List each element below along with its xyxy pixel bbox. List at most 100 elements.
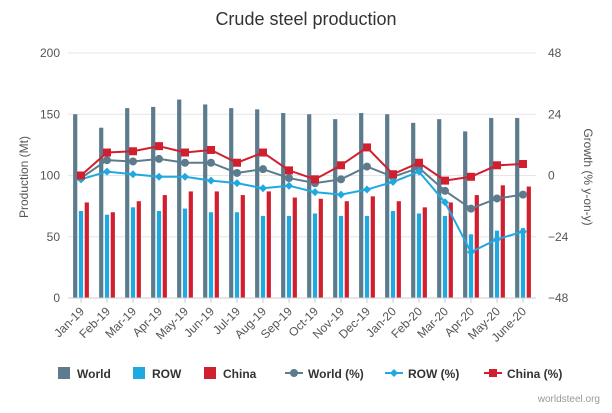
y2-tick-label: −48 bbox=[548, 291, 569, 305]
y-axis-title: Production (Mt) bbox=[17, 136, 31, 218]
point-world-pct bbox=[285, 174, 293, 183]
bar-world bbox=[385, 114, 390, 298]
bar-world bbox=[359, 113, 364, 299]
bar-row bbox=[338, 215, 344, 298]
bar-china bbox=[526, 186, 531, 298]
point-world-pct bbox=[207, 158, 215, 167]
line-china-pct bbox=[80, 145, 524, 182]
y2-tick-label: −24 bbox=[548, 230, 569, 244]
bar-world bbox=[411, 122, 416, 298]
lines-layer bbox=[77, 142, 527, 257]
legend-item-china-pct[interactable]: China (%) bbox=[484, 367, 562, 381]
bar-row bbox=[442, 215, 448, 298]
bar-china bbox=[448, 202, 453, 298]
bar-row bbox=[130, 207, 136, 298]
bar-china bbox=[84, 202, 89, 298]
bar-world bbox=[177, 99, 182, 298]
point-world-pct bbox=[363, 162, 371, 171]
bar-row bbox=[208, 212, 214, 298]
legend-item-world-pct[interactable]: World (%) bbox=[285, 367, 364, 381]
legend-item-row[interactable]: ROW bbox=[133, 367, 182, 381]
point-world-pct bbox=[181, 158, 189, 167]
bar-row bbox=[494, 230, 500, 298]
point-china-pct bbox=[129, 147, 137, 156]
bar-series-china bbox=[84, 185, 531, 298]
bar-china bbox=[500, 185, 505, 298]
point-row-pct bbox=[415, 167, 423, 176]
bar-row bbox=[364, 215, 370, 298]
bar-china bbox=[474, 195, 479, 298]
point-china-pct bbox=[389, 170, 397, 179]
y-tick-label: 50 bbox=[47, 230, 61, 244]
point-china-pct bbox=[441, 176, 449, 185]
point-row-pct bbox=[337, 190, 345, 199]
point-world-pct bbox=[519, 190, 527, 199]
legend-label: ROW bbox=[152, 367, 182, 381]
point-world-pct bbox=[155, 154, 163, 163]
point-row-pct bbox=[467, 248, 475, 257]
bar-world bbox=[463, 131, 468, 298]
y-tick-label: 0 bbox=[53, 291, 60, 305]
point-china-pct bbox=[259, 148, 267, 157]
legend-item-row-pct[interactable]: ROW (%) bbox=[385, 367, 459, 381]
legend-label: World (%) bbox=[308, 367, 364, 381]
legend-label: ROW (%) bbox=[408, 367, 459, 381]
chart-title: Crude steel production bbox=[215, 9, 396, 29]
point-china-pct bbox=[233, 158, 241, 167]
legend[interactable]: World ROW China World (%) ROW (%) China (%) bbox=[58, 367, 562, 381]
bar-row bbox=[286, 215, 292, 298]
legend-swatch bbox=[133, 367, 145, 379]
point-world-pct bbox=[441, 186, 449, 195]
bar-china bbox=[188, 191, 193, 298]
legend-label: China (%) bbox=[507, 367, 562, 381]
bar-world bbox=[333, 119, 338, 299]
legend-marker bbox=[489, 369, 497, 377]
bar-row bbox=[104, 214, 110, 298]
legend-label: China bbox=[223, 367, 257, 381]
bar-row bbox=[390, 211, 396, 298]
bar-world bbox=[125, 108, 130, 298]
point-world-pct bbox=[129, 157, 137, 166]
bar-series-row bbox=[78, 207, 526, 298]
point-world-pct bbox=[233, 168, 241, 177]
point-china-pct bbox=[103, 148, 111, 157]
line-world-pct bbox=[80, 157, 524, 210]
bar-row bbox=[78, 211, 84, 298]
y-tick-label: 100 bbox=[40, 169, 60, 183]
point-china-pct bbox=[467, 172, 475, 181]
line-row-pct bbox=[80, 170, 524, 254]
bar-row bbox=[260, 215, 266, 298]
bar-china bbox=[110, 212, 115, 298]
bar-row bbox=[234, 212, 240, 298]
bar-world bbox=[255, 109, 260, 298]
bar-china bbox=[214, 191, 219, 298]
legend-marker bbox=[390, 369, 398, 377]
bar-row bbox=[182, 208, 188, 298]
legend-label: World bbox=[77, 367, 111, 381]
point-china-pct bbox=[337, 161, 345, 170]
legend-item-china[interactable]: China bbox=[204, 367, 257, 381]
point-china-pct bbox=[415, 158, 423, 167]
bar-world bbox=[229, 108, 234, 298]
bar-china bbox=[396, 201, 401, 298]
y2-tick-label: 24 bbox=[548, 107, 562, 121]
bar-row bbox=[520, 228, 526, 298]
point-world-pct bbox=[467, 204, 475, 213]
point-row-pct bbox=[207, 176, 215, 185]
point-world-pct bbox=[337, 175, 345, 184]
bar-china bbox=[266, 191, 271, 298]
y-tick-label: 150 bbox=[40, 107, 60, 121]
bar-china bbox=[240, 195, 245, 298]
point-world-pct bbox=[103, 156, 111, 165]
bar-row bbox=[468, 234, 474, 298]
legend-item-world[interactable]: World bbox=[58, 367, 111, 381]
line-series-china-pct bbox=[77, 142, 527, 185]
bar-china bbox=[370, 196, 375, 298]
point-china-pct bbox=[77, 171, 85, 180]
bar-row bbox=[416, 213, 422, 298]
bar-china bbox=[422, 207, 427, 298]
credit-text: worldsteel.org bbox=[537, 394, 600, 405]
y2-tick-label: 48 bbox=[548, 46, 562, 60]
